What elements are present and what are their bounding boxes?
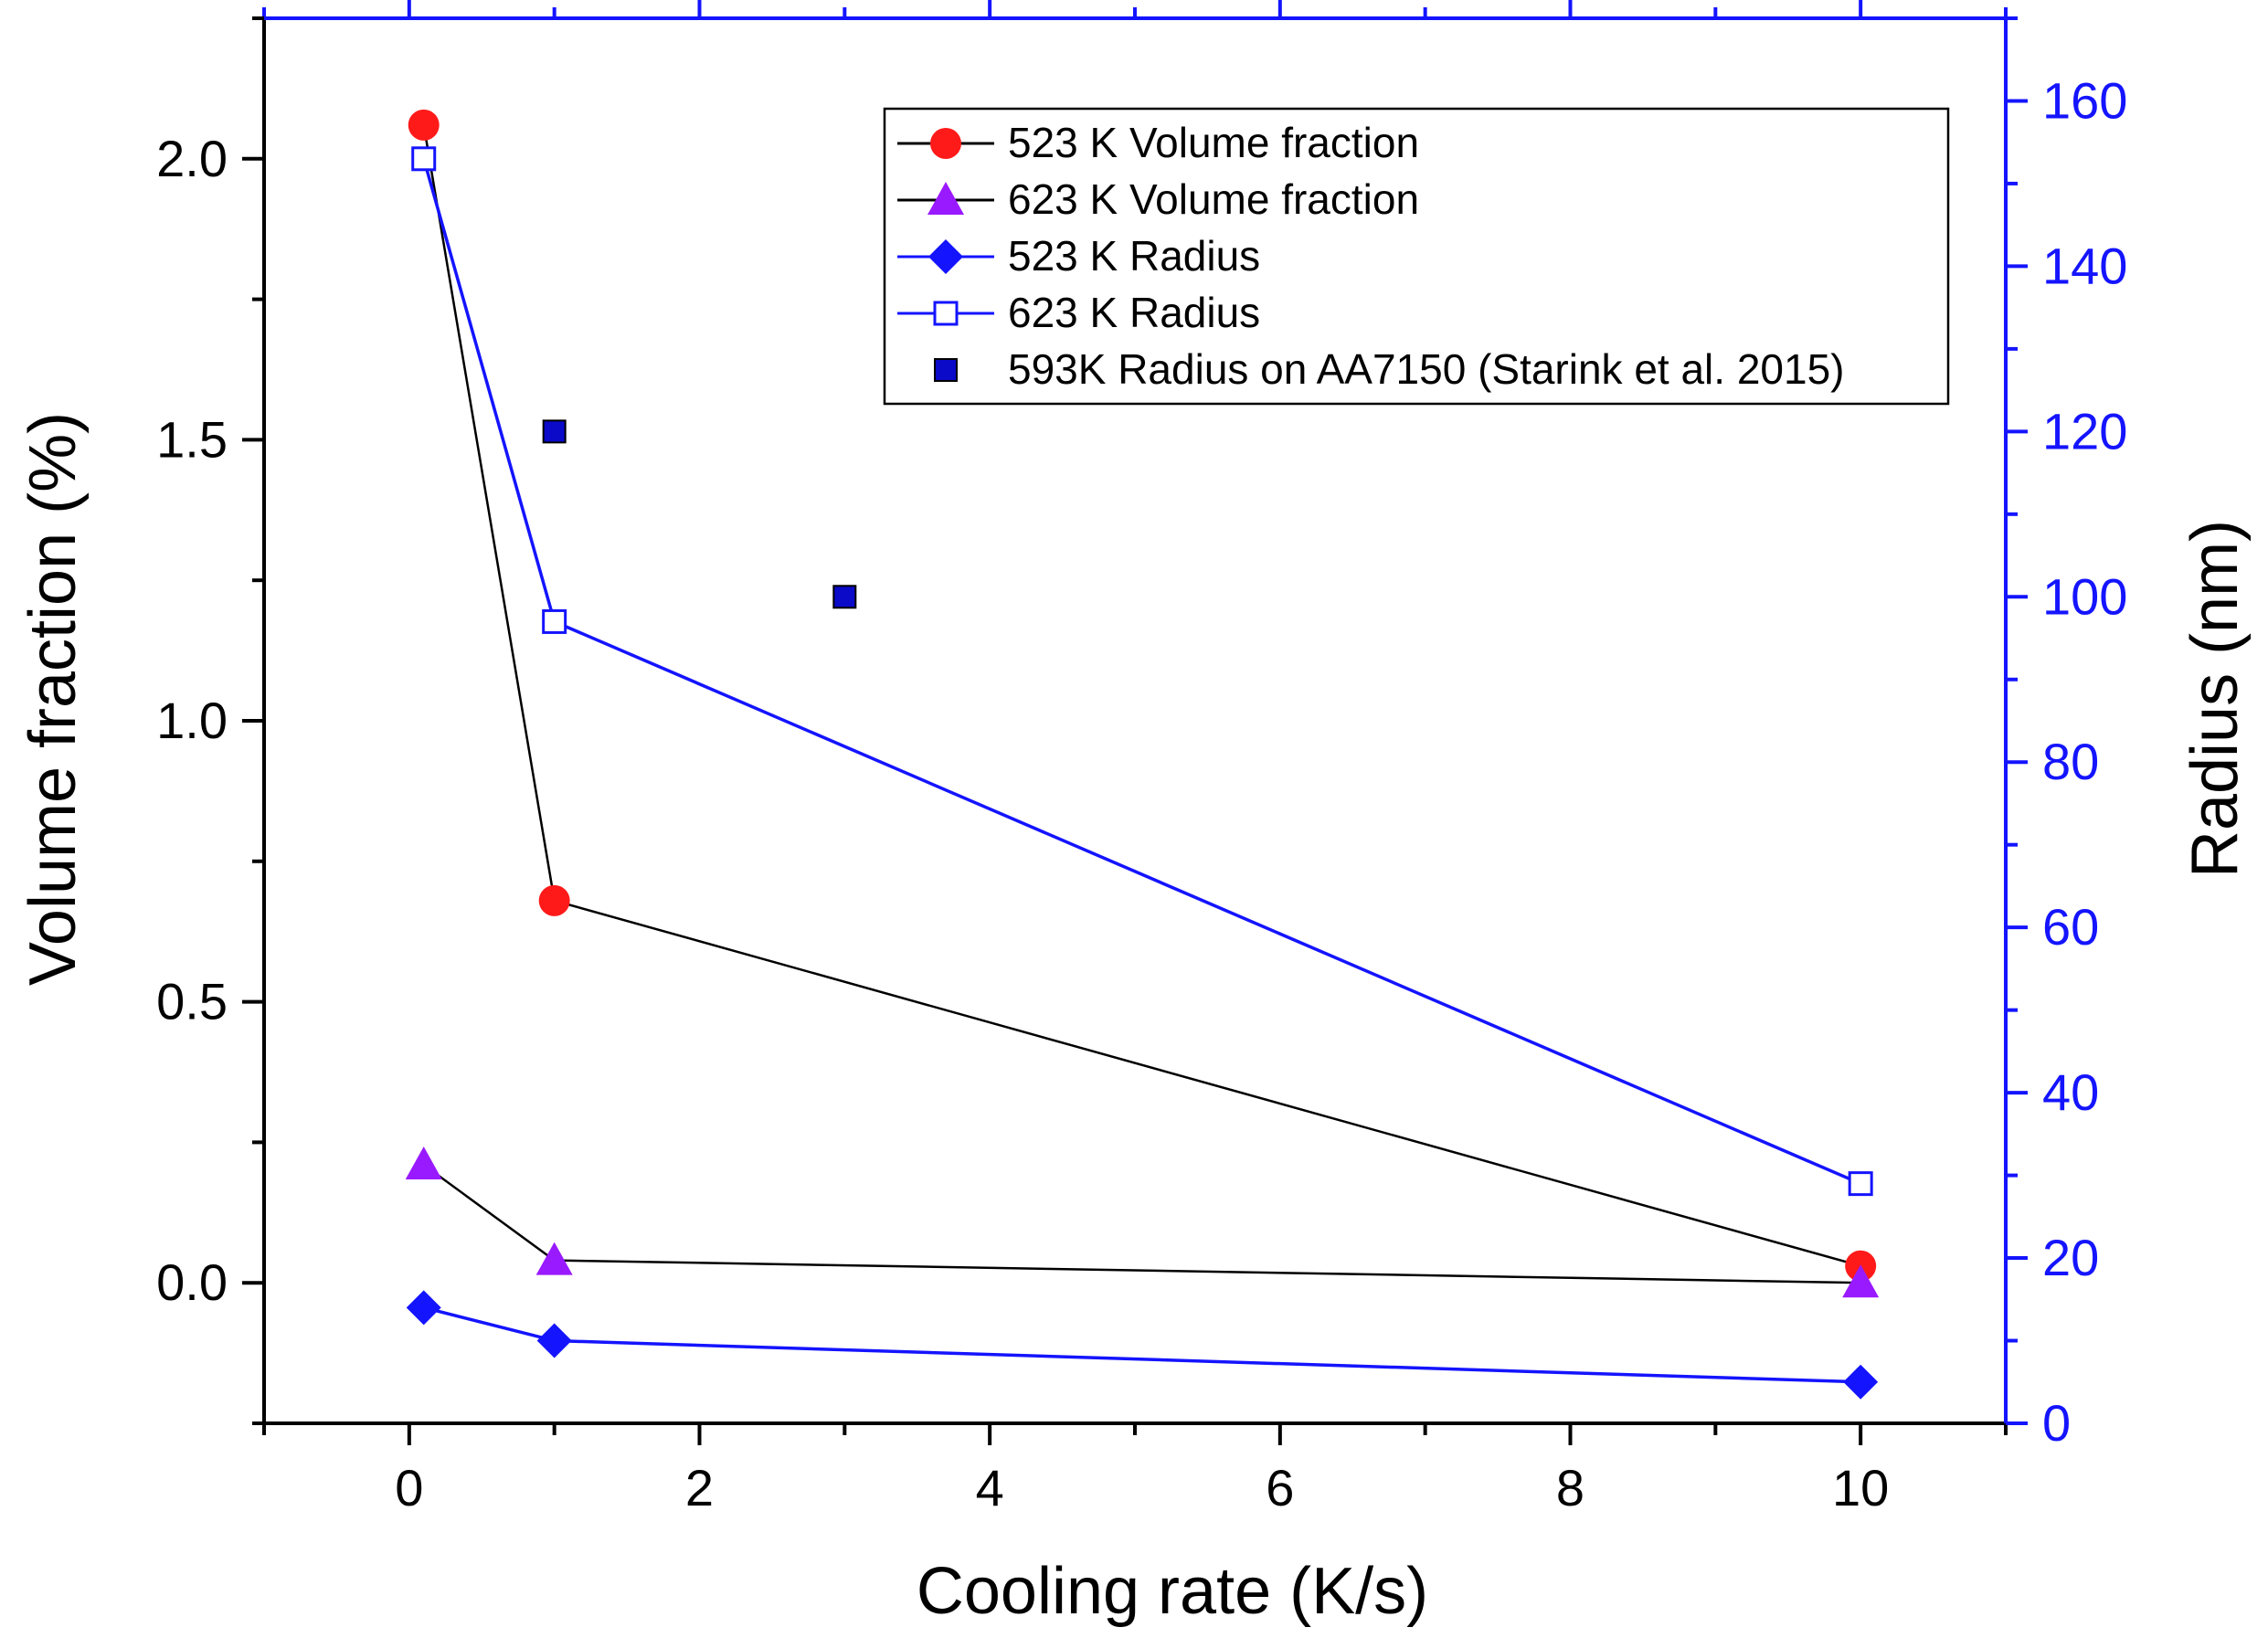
x-tick-label: 6 <box>1266 1459 1294 1516</box>
legend-label: 593K Radius on AA7150 (Starink et al. 20… <box>1008 345 1845 393</box>
series-4-point <box>411 146 437 172</box>
right-y-tick-label: 40 <box>2042 1063 2099 1121</box>
right-y-tick-label: 0 <box>2042 1394 2071 1452</box>
series-1-point <box>538 884 570 916</box>
left-y-tick-label: 1.5 <box>156 410 228 468</box>
right-y-axis-title: Radius (nm) <box>2178 520 2252 878</box>
series-5-point <box>542 419 567 444</box>
series-4-point <box>1848 1171 1873 1197</box>
left-y-axis-title: Volume fraction (%) <box>16 412 90 986</box>
series-2-line <box>422 1163 1861 1284</box>
series-3-line <box>423 1305 1861 1384</box>
x-axis-title: Cooling rate (K/s) <box>917 1555 1428 1628</box>
legend-marker <box>928 239 963 274</box>
right-y-tick-label: 20 <box>2042 1229 2099 1286</box>
left-y-tick-label: 2.0 <box>156 130 228 187</box>
tick-labels: 0 2 4 6 8 10 0.0 0.5 1.0 1.5 2.0 0 20 40 60 80 100 120 140… <box>156 71 2127 1516</box>
series-4-point <box>542 608 567 634</box>
x-tick-label: 0 <box>395 1459 423 1516</box>
right-y-tick-label: 140 <box>2042 237 2127 294</box>
series-2-point <box>535 1242 573 1275</box>
left-y-tick-label: 0.5 <box>156 973 228 1030</box>
x-tick-label: 4 <box>976 1459 1004 1516</box>
legend-marker <box>934 358 958 382</box>
legend: 523 K Volume fraction 623 K Volume fract… <box>883 107 1950 406</box>
legend-box <box>883 107 1950 406</box>
right-y-tick-label: 60 <box>2042 898 2099 956</box>
series-3-point <box>536 1323 572 1358</box>
x-tick-label: 8 <box>1556 1459 1584 1516</box>
legend-marker <box>927 182 964 215</box>
left-y-tick-label: 0.0 <box>156 1253 228 1311</box>
right-y-tick-label: 120 <box>2042 402 2127 460</box>
legend-label: 623 K Radius <box>1008 289 1260 336</box>
series-1-point <box>408 109 440 141</box>
series-2-point <box>1842 1264 1880 1298</box>
legend-label: 523 K Volume fraction <box>1008 119 1419 166</box>
series-2-point <box>405 1147 442 1180</box>
series-markers <box>405 109 1880 1400</box>
left-y-tick-label: 1.0 <box>156 692 228 749</box>
right-y-tick-label: 160 <box>2042 71 2127 129</box>
x-tick-label: 2 <box>685 1459 714 1516</box>
legend-marker <box>930 128 961 159</box>
series-5-point <box>832 585 857 609</box>
x-tick-label: 10 <box>1832 1459 1889 1516</box>
right-y-tick-label: 80 <box>2042 733 2099 790</box>
series-3-point <box>406 1290 441 1326</box>
legend-marker <box>933 301 959 326</box>
right-y-tick-label: 100 <box>2042 567 2127 625</box>
series-3-point <box>1843 1364 1879 1400</box>
legend-label: 523 K Radius <box>1008 232 1260 280</box>
legend-label: 623 K Volume fraction <box>1008 175 1419 223</box>
